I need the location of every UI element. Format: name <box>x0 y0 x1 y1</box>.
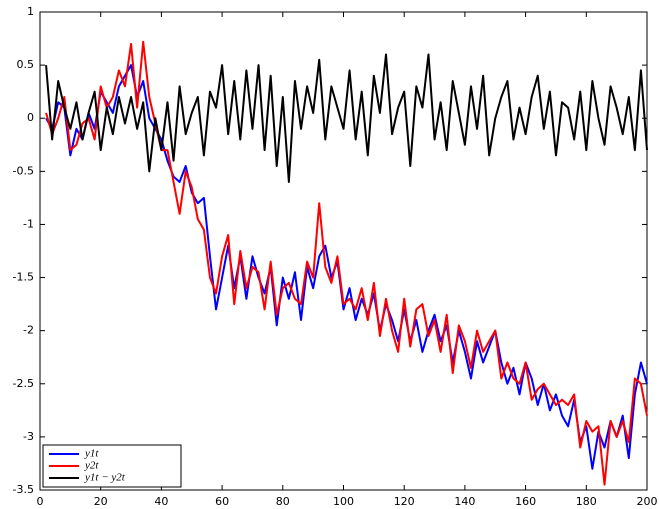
x-tick-label: 100 <box>333 495 354 508</box>
x-tick-label: 60 <box>215 495 229 508</box>
legend-label: y2t <box>84 460 99 472</box>
x-tick-label: 20 <box>94 495 108 508</box>
series-line <box>45 53 648 183</box>
y-tick-label: -1 <box>23 217 34 230</box>
x-tick-label: 180 <box>576 495 597 508</box>
x-tick-label: 0 <box>37 495 44 508</box>
x-tick-label: 200 <box>637 495 658 508</box>
y-tick-label: -1.5 <box>13 271 34 284</box>
y-tick-label: -0.5 <box>13 164 34 177</box>
x-tick-label: 40 <box>154 495 168 508</box>
legend-label: y1t <box>84 448 99 460</box>
plot-frame <box>39 11 648 491</box>
y-tick-label: -2 <box>23 324 34 337</box>
x-tick-label: 160 <box>515 495 536 508</box>
y-tick-label: -3 <box>23 430 34 443</box>
y-tick-label: 0.5 <box>17 58 35 71</box>
series-line <box>45 40 648 486</box>
y-tick-label: -2.5 <box>13 377 34 390</box>
x-tick-label: 80 <box>276 495 290 508</box>
y-tick-label: 1 <box>27 5 34 18</box>
series-line <box>45 64 648 470</box>
y-tick-label: -3.5 <box>13 483 34 496</box>
legend-label: y1t − y2t <box>84 472 126 484</box>
x-tick-label: 120 <box>394 495 415 508</box>
x-tick-label: 140 <box>454 495 475 508</box>
y-tick-label: 0 <box>27 111 34 124</box>
